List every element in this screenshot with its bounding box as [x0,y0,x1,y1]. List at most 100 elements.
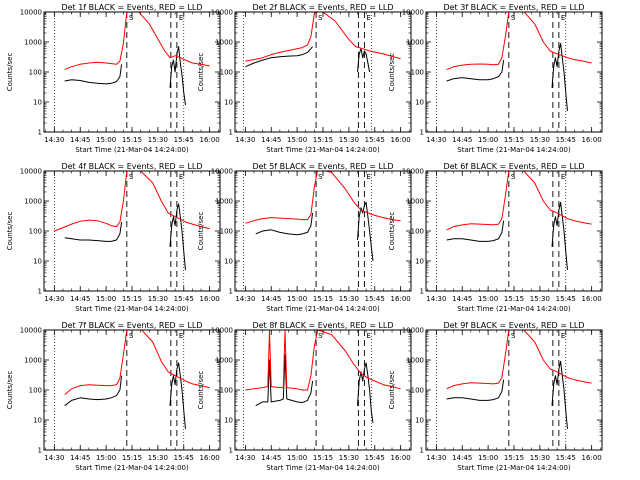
plot-frame [234,170,412,292]
events-series-line [357,362,374,423]
x-axis-label: Start Time (21-Mar-04 14:24:00) [457,464,571,472]
chart-panel-5: Det 5f BLACK = Events, RED = LLD 1 10 100 10… [197,162,412,313]
y-tick-label: 1 [229,129,233,137]
y-tick-label: 1000 [406,39,424,47]
chart-panel-7: Det 7f BLACK = Events, RED = LLD 1 10 100 10… [6,321,221,472]
x-tick-label: 15:45 [365,454,385,462]
lld-series-line [245,12,401,62]
x-axis-label: Start Time (21-Mar-04 14:24:00) [266,146,380,154]
y-tick-label: 10 [224,99,233,107]
marker-label: E [366,173,370,181]
x-tick-label: 14:45 [70,295,90,303]
events-series-line [357,48,371,73]
x-tick-label: 15:30 [148,454,168,462]
x-axis-label: Start Time (21-Mar-04 14:24:00) [75,464,189,472]
y-tick-label: 1 [38,288,42,296]
x-tick-label: 14:30 [235,295,255,303]
y-tick-label: 10000 [402,9,424,17]
y-tick-label: 10 [415,258,424,266]
x-tick-label: 14:45 [261,295,281,303]
y-tick-label: 1 [420,288,424,296]
x-tick-label: 15:30 [339,454,359,462]
x-tick-label: 15:00 [287,454,307,462]
chart-title: Det 8f BLACK = Events, RED = LLD [252,321,393,330]
x-tick-label: 14:30 [44,295,64,303]
x-tick-label: 15:00 [96,295,116,303]
lld-series-line [245,330,401,391]
x-tick-label: 14:45 [452,295,472,303]
x-tick-label: 15:30 [530,454,550,462]
y-tick-label: 1 [229,288,233,296]
events-series-line [446,60,505,82]
chart-panel-9: Det 9f BLACK = Events, RED = LLD 1 10 100 10… [388,321,603,472]
x-tick-label: 15:00 [287,295,307,303]
y-axis-label: Counts/sec [388,212,396,251]
y-tick-label: 1 [229,447,233,455]
y-tick-label: 1 [420,129,424,137]
y-tick-label: 10000 [211,9,233,17]
marker-label: E [179,173,183,181]
marker-label: E [179,332,183,340]
y-tick-label: 10 [33,417,42,425]
x-tick-label: 14:30 [426,136,446,144]
x-tick-label: 16:00 [582,295,602,303]
x-tick-label: 16:00 [391,454,411,462]
chart-panel-8: Det 8f BLACK = Events, RED = LLD 1 10 100 10… [197,321,412,472]
y-tick-label: 1000 [215,39,233,47]
y-tick-label: 100 [220,387,233,395]
x-axis-label: Start Time (21-Mar-04 14:24:00) [457,305,571,313]
x-tick-label: 15:15 [504,136,524,144]
marker-label: E [561,332,565,340]
chart-panel-1: Det 1f BLACK = Events, RED = LLD 1 10 100 10… [6,3,221,154]
y-tick-label: 10 [415,417,424,425]
plot-frame [43,11,221,133]
y-tick-label: 1000 [406,198,424,206]
events-series-line [551,201,568,271]
marker-label: S [318,173,323,181]
chart-panel-6: Det 6f BLACK = Events, RED = LLD 1 10 100 10… [388,162,603,313]
x-tick-label: 15:00 [478,454,498,462]
y-axis-label: Counts/sec [6,212,14,251]
chart-title: Det 7f BLACK = Events, RED = LLD [61,321,202,330]
y-tick-label: 10000 [20,327,42,335]
events-series-line [245,46,313,68]
y-axis-label: Counts/sec [6,53,14,92]
x-tick-label: 15:30 [530,136,550,144]
marker-label: S [511,332,516,340]
marker-label: E [179,14,183,22]
events-series-line [255,212,314,236]
marker-label: E [366,332,370,340]
y-tick-label: 100 [220,228,233,236]
x-tick-label: 16:00 [582,136,602,144]
plot-frame [234,11,412,133]
x-tick-label: 15:30 [339,136,359,144]
y-axis-label: Counts/sec [197,53,205,92]
events-series-line [357,201,374,262]
lld-series-line [64,12,210,71]
x-tick-label: 14:30 [426,295,446,303]
events-series-line [255,354,314,407]
y-tick-label: 10000 [20,9,42,17]
x-axis-label: Start Time (21-Mar-04 14:24:00) [457,146,571,154]
x-tick-label: 14:45 [70,136,90,144]
x-tick-label: 15:30 [339,295,359,303]
y-tick-label: 10000 [211,327,233,335]
chart-title: Det 6f BLACK = Events, RED = LLD [443,162,584,171]
x-tick-label: 14:45 [70,454,90,462]
events-series-line [169,362,186,430]
y-tick-label: 1000 [406,357,424,365]
plot-frame [425,170,603,292]
x-axis-label: Start Time (21-Mar-04 14:24:00) [266,464,380,472]
y-axis-label: Counts/sec [388,371,396,410]
lld-series-line [64,330,210,395]
x-tick-label: 16:00 [391,295,411,303]
y-axis-label: Counts/sec [388,53,396,92]
x-tick-label: 15:15 [313,454,333,462]
plot-frame [425,11,603,133]
x-tick-label: 14:45 [452,136,472,144]
x-tick-label: 15:30 [530,295,550,303]
x-tick-label: 16:00 [391,136,411,144]
x-tick-label: 16:00 [200,295,220,303]
events-series-line [169,203,186,271]
